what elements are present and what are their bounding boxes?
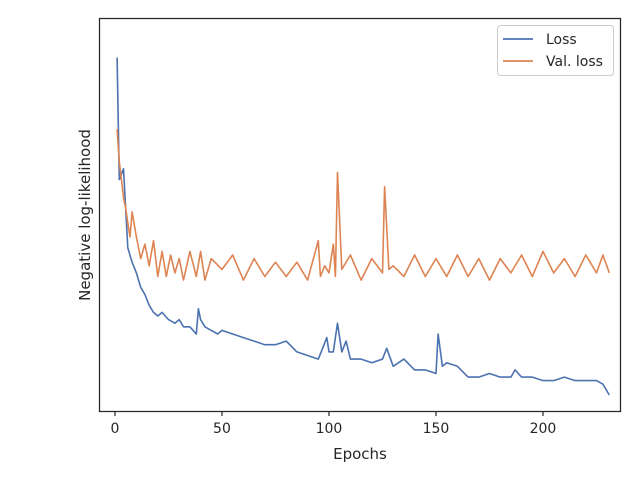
- x-tick-label: 200: [530, 421, 557, 437]
- x-tick-label: 0: [111, 421, 120, 437]
- plot-frame: [98, 17, 622, 413]
- x-tick-label: 150: [423, 421, 450, 437]
- y-axis-label: Negative log-likelihood: [76, 129, 94, 301]
- x-axis: 0 50 100 150 200: [111, 411, 557, 437]
- legend-label-loss: Loss: [546, 32, 577, 48]
- series-line-loss: [116, 57, 610, 396]
- x-tick-label: 100: [316, 421, 343, 437]
- series-layer: [116, 57, 611, 396]
- x-tick-label: 50: [213, 421, 231, 437]
- series-line-val-loss: [116, 129, 611, 281]
- legend: Loss Val. loss: [497, 25, 614, 76]
- legend-box: [497, 25, 614, 76]
- x-axis-label: Epochs: [333, 445, 387, 463]
- legend-label-val-loss: Val. loss: [546, 54, 603, 70]
